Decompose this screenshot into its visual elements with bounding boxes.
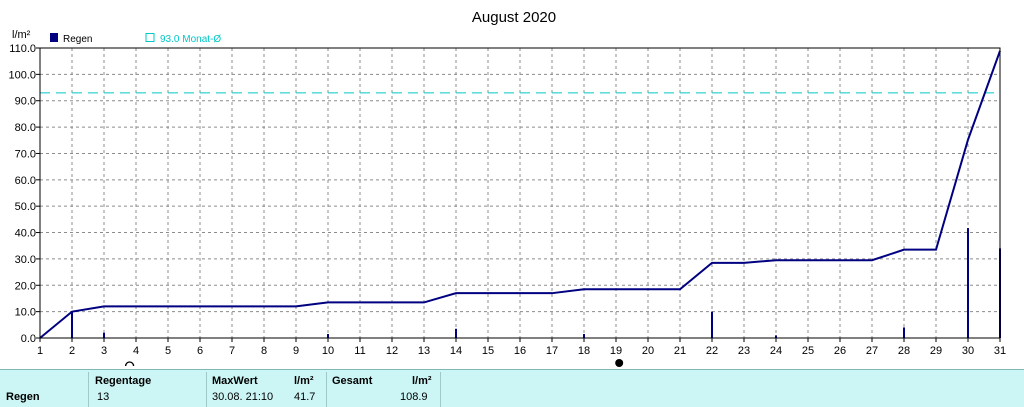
x-tick-label: 30 (962, 345, 974, 357)
rain-bar (455, 328, 457, 338)
x-tick-label: 27 (866, 345, 878, 357)
rain-bar (583, 334, 585, 338)
x-tick-label: 17 (546, 345, 558, 357)
y-tick-label: 70.0 (15, 148, 36, 160)
chart-title: August 2020 (472, 9, 556, 26)
x-tick-label: 19 (610, 345, 622, 357)
x-tick-label: 15 (482, 345, 494, 357)
x-tick-label: 5 (165, 345, 171, 357)
y-unit-label: l/m² (12, 29, 31, 41)
y-tick-label: 90.0 (15, 96, 36, 108)
x-tick-label: 10 (322, 345, 334, 357)
rain-bar (967, 228, 969, 338)
x-axis: 1 2 3 4 5 6 7 8 9 10 11 12 13 14 15 16 17 18 19 20 21 22 23 24 2… (37, 338, 1006, 357)
x-tick-label: 18 (578, 345, 590, 357)
y-tick-label: 40.0 (15, 228, 36, 240)
new-moon-icon (615, 359, 624, 367)
moon-last-quarter-icon (124, 361, 135, 367)
legend-label-regen: Regen (63, 34, 92, 45)
total-label: Gesamt (332, 375, 373, 387)
summary-row-label: Regen (6, 391, 40, 403)
x-tick-label: 23 (738, 345, 750, 357)
rain-bar (103, 332, 105, 338)
y-tick-label: 80.0 (15, 122, 36, 134)
x-tick-label: 16 (514, 345, 526, 357)
rain-chart: August 2020 l/m² Regen 93.0 Monat-Ø 0.01… (8, 9, 1006, 367)
x-tick-label: 22 (706, 345, 718, 357)
legend-swatch-monthly-average (145, 33, 155, 42)
x-tick-label: 31 (994, 345, 1006, 357)
y-tick-label: 30.0 (15, 254, 36, 266)
legend: Regen 93.0 Monat-Ø (50, 33, 221, 45)
rain-days-value: 13 (97, 391, 110, 403)
x-tick-label: 14 (450, 345, 462, 357)
y-tick-label: 0.0 (21, 333, 36, 345)
x-tick-label: 6 (197, 345, 203, 357)
y-axis: 0.0 10.0 20.0 30.0 40.0 50.0 60.0 70.0 80.0 90.0 1… (8, 43, 40, 345)
rain-bar (775, 335, 777, 338)
x-tick-label: 13 (418, 345, 430, 357)
plot-border (39, 47, 1001, 339)
x-tick-label: 9 (293, 345, 299, 357)
x-tick-label: 25 (802, 345, 814, 357)
y-tick-label: 60.0 (15, 175, 36, 187)
x-tick-label: 8 (261, 345, 267, 357)
x-tick-label: 29 (930, 345, 942, 357)
rain-bar (71, 311, 73, 338)
x-tick-label: 3 (101, 345, 107, 357)
summary-table: Regen Regentage 13 MaxWert l/m² 30.08. 2… (0, 369, 1024, 407)
y-tick-label: 20.0 (15, 280, 36, 292)
max-value-time: 30.08. 21:10 (212, 391, 274, 403)
daily-rain-bars (71, 228, 1001, 338)
moon-phase-markers (124, 359, 624, 367)
grid (40, 48, 1000, 338)
x-tick-label: 11 (354, 345, 365, 357)
legend-swatch-regen (50, 33, 58, 42)
x-tick-label: 28 (898, 345, 910, 357)
total-value: 108.9 (400, 391, 428, 403)
cumulative-rain-line (39, 50, 1001, 339)
legend-label-monthly-average: 93.0 Monat-Ø (160, 34, 221, 45)
x-tick-label: 21 (674, 345, 686, 357)
x-tick-label: 24 (770, 345, 782, 357)
y-tick-label: 110.0 (9, 43, 36, 55)
max-value-unit: l/m² (294, 375, 314, 387)
x-tick-label: 7 (229, 345, 235, 357)
rain-bar (327, 334, 329, 338)
max-value-value: 41.7 (294, 391, 316, 403)
rain-days-label: Regentage (95, 375, 152, 387)
x-tick-label: 20 (642, 345, 654, 357)
rain-bar (903, 327, 905, 338)
total-unit: l/m² (412, 375, 432, 387)
rain-bar (711, 311, 713, 338)
x-tick-label: 12 (386, 345, 398, 357)
x-tick-label: 1 (37, 345, 43, 357)
x-tick-label: 4 (133, 345, 139, 357)
max-value-label: MaxWert (212, 375, 258, 387)
y-tick-label: 100.0 (8, 69, 36, 81)
x-tick-label: 2 (69, 345, 75, 357)
y-tick-label: 50.0 (15, 201, 36, 213)
x-tick-label: 26 (834, 345, 846, 357)
y-tick-label: 10.0 (15, 307, 36, 319)
